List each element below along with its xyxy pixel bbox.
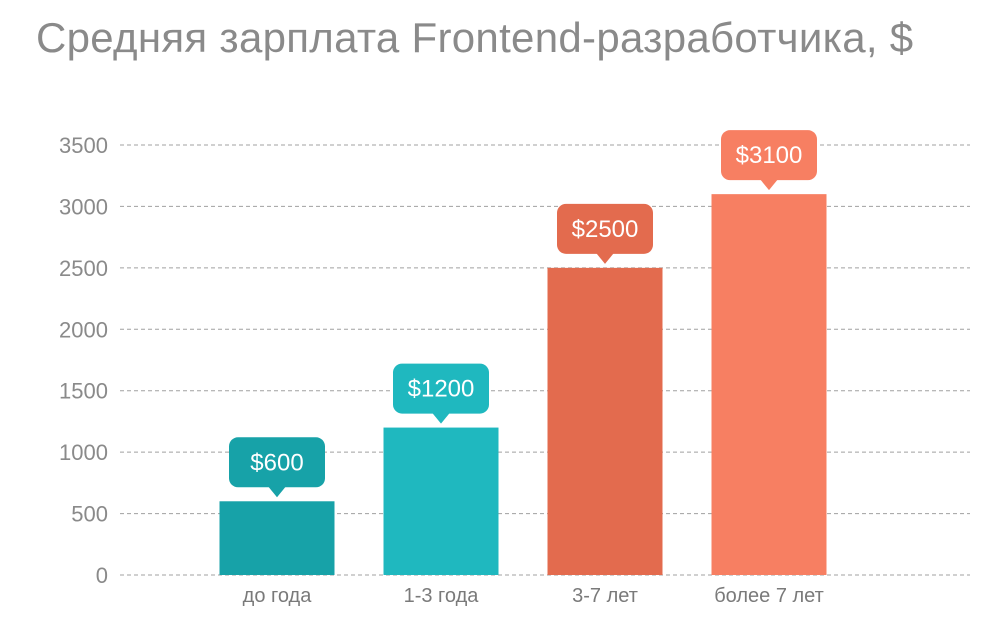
x-category-label: 3-7 лет [572, 585, 638, 607]
bars [219, 194, 827, 575]
data-label-pointer [760, 179, 778, 191]
y-tick-label: 3500 [59, 133, 108, 158]
data-label-bubble [721, 130, 817, 181]
y-axis-ticks: 0 500 1000 1500 2000 2500 3000 3500 [59, 133, 108, 588]
y-tick-label: 2000 [59, 317, 108, 342]
data-label-pointer [596, 252, 614, 264]
data-label: $3100 [736, 142, 803, 169]
x-axis-categories: до года 1-3 года 3-7 лет более 7 лет [243, 585, 824, 607]
y-tick-label: 1000 [59, 440, 108, 465]
data-label: $2500 [572, 216, 639, 243]
data-label-bubble [557, 203, 653, 254]
data-label-bubble [229, 437, 325, 488]
bar [383, 427, 499, 575]
data-label: $600 [250, 449, 303, 476]
chart-title: Средняя зарплата Frontend-разработчика, … [36, 14, 914, 61]
y-tick-label: 0 [96, 563, 108, 588]
bar [219, 501, 335, 575]
data-label: $1200 [408, 376, 475, 403]
data-label-bubble [393, 363, 489, 414]
y-tick-label: 2500 [59, 256, 108, 281]
bar [711, 194, 827, 575]
data-labels: $600 $1200 $2500 $3100 [229, 130, 817, 498]
data-label-pointer [432, 412, 450, 424]
y-tick-label: 1500 [59, 379, 108, 404]
y-tick-label: 3000 [59, 194, 108, 219]
bar [547, 267, 663, 575]
x-category-label: до года [243, 585, 313, 607]
x-category-label: 1-3 года [404, 585, 480, 607]
data-label-pointer [268, 486, 286, 498]
x-category-label: более 7 лет [714, 585, 824, 607]
y-tick-label: 500 [71, 502, 108, 527]
